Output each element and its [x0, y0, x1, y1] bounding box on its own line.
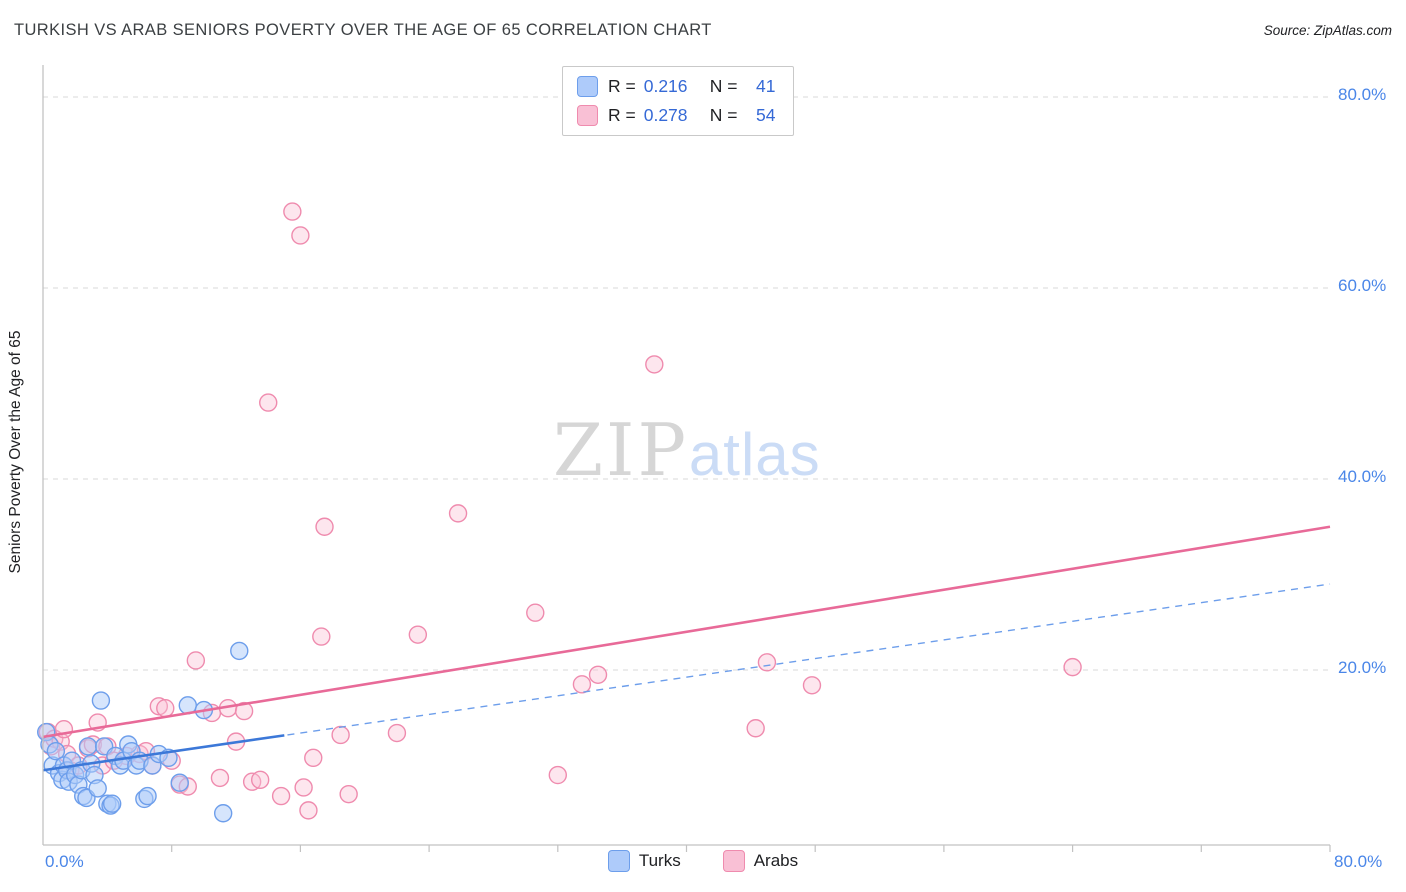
scatter-point-arabs[interactable]: [387, 723, 407, 743]
scatter-point-arabs[interactable]: [548, 765, 567, 785]
scatter-point-arabs[interactable]: [250, 770, 270, 790]
arabs-n-label: N =: [709, 105, 738, 125]
y-tick-label: 60.0%: [1338, 276, 1387, 295]
watermark-atlas: atlas: [688, 421, 821, 488]
watermark: ZIPatlas: [553, 408, 821, 492]
trendline-dashed-turks: [42, 583, 1331, 771]
page-title: TURKISH VS ARAB SENIORS POVERTY OVER THE…: [14, 21, 712, 39]
turks-legend-swatch: [607, 850, 630, 872]
scatter-point-arabs[interactable]: [291, 226, 310, 245]
y-tick-label: 80.0%: [1338, 85, 1387, 104]
scatter-point-turks[interactable]: [102, 794, 122, 813]
legend-item-arabs[interactable]: Arabs: [722, 850, 799, 872]
scatter-point-arabs[interactable]: [294, 778, 313, 797]
turks-swatch: [577, 76, 598, 97]
scatter-point-arabs[interactable]: [526, 603, 545, 622]
scatter-point-arabs[interactable]: [588, 665, 608, 684]
turks-n-label: N =: [709, 76, 738, 96]
scatter-point-arabs[interactable]: [315, 517, 334, 536]
scatter-point-arabs[interactable]: [757, 653, 777, 672]
source-label: Source: ZipAtlas.com: [1263, 23, 1392, 38]
scatter-point-turks[interactable]: [213, 804, 233, 823]
scatter-point-turks[interactable]: [78, 737, 98, 756]
scatter-point-turks[interactable]: [170, 773, 189, 792]
legend-stats-box: R = 0.216 N = 41 R = 0.278 N = 54: [562, 66, 795, 136]
turks-r-label: R =: [608, 76, 636, 96]
scatter-point-arabs[interactable]: [746, 719, 765, 738]
scatter-point-arabs[interactable]: [271, 786, 291, 806]
scatter-point-arabs[interactable]: [572, 675, 592, 694]
arabs-legend-label: Arabs: [753, 851, 799, 870]
stats-row-turks: R = 0.216 N = 41: [577, 76, 775, 97]
watermark-zip: ZIP: [553, 408, 689, 492]
y-tick-label: 20.0%: [1338, 658, 1387, 677]
scatter-point-arabs[interactable]: [234, 701, 254, 721]
scatter-point-arabs[interactable]: [1063, 657, 1082, 677]
stats-row-arabs: R = 0.278 N = 54: [577, 105, 775, 126]
scatter-point-turks[interactable]: [91, 691, 111, 710]
arabs-swatch: [577, 105, 598, 126]
scatter-point-turks[interactable]: [230, 641, 249, 661]
scatter-point-arabs[interactable]: [802, 676, 822, 695]
turks-legend-label: Turks: [638, 851, 681, 870]
series-legend: Turks Arabs: [0, 850, 1406, 872]
scatter-point-arabs[interactable]: [259, 393, 278, 412]
scatter-point-turks[interactable]: [138, 786, 157, 806]
x-axis-max-label: 80.0%: [1334, 852, 1383, 871]
scatter-point-turks[interactable]: [88, 779, 107, 798]
scatter-point-arabs[interactable]: [283, 202, 302, 221]
trendline-turks: [42, 734, 285, 772]
arabs-r-label: R =: [608, 105, 636, 125]
scatter-point-turks[interactable]: [46, 741, 66, 761]
scatter-point-arabs[interactable]: [186, 651, 206, 670]
turks-r-value: 0.216: [643, 76, 688, 96]
scatter-point-arabs[interactable]: [331, 725, 350, 745]
arabs-n-value: 54: [756, 105, 776, 125]
y-tick-label: 40.0%: [1338, 467, 1387, 486]
trendline-arabs: [42, 525, 1331, 739]
scatter-point-arabs[interactable]: [645, 355, 664, 374]
scatter-point-arabs[interactable]: [149, 697, 169, 716]
scatter-point-arabs[interactable]: [408, 625, 428, 644]
scatter-point-arabs[interactable]: [156, 699, 175, 718]
arabs-r-value: 0.278: [643, 105, 688, 125]
scatter-point-arabs[interactable]: [339, 784, 358, 804]
x-axis-min-label: 0.0%: [45, 852, 84, 871]
scatter-point-arabs[interactable]: [210, 768, 230, 788]
arabs-legend-swatch: [722, 850, 745, 872]
turks-n-value: 41: [756, 76, 776, 96]
legend-item-turks[interactable]: Turks: [607, 850, 681, 872]
y-axis-label: Seniors Poverty Over the Age of 65: [7, 330, 24, 574]
scatter-point-arabs[interactable]: [304, 748, 323, 768]
scatter-point-arabs[interactable]: [299, 801, 318, 820]
scatter-point-arabs[interactable]: [312, 627, 331, 646]
scatter-point-arabs[interactable]: [448, 504, 468, 523]
